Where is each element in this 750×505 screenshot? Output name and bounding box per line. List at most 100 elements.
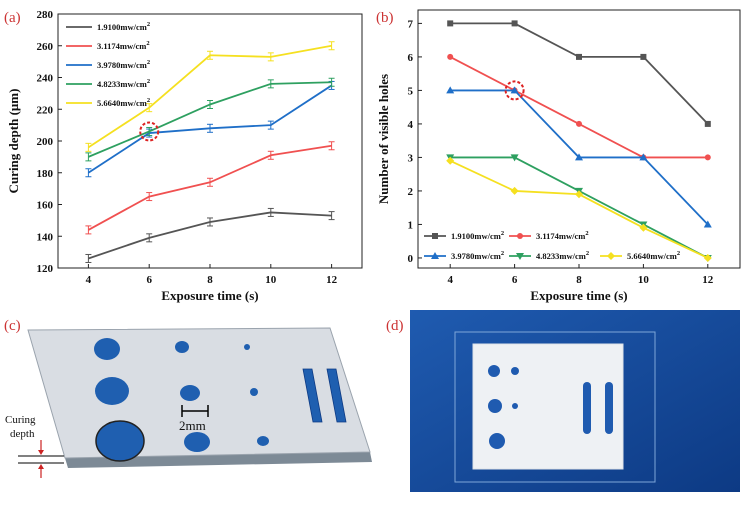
legend-label: 3.1174mw/cm2 (97, 40, 150, 51)
y-tick-label: 220 (37, 104, 54, 116)
data-point (510, 154, 519, 162)
y-tick-label: 7 (408, 18, 414, 30)
x-tick-label: 12 (702, 274, 714, 286)
series-line (450, 22, 709, 125)
data-point (575, 153, 583, 161)
series-line (449, 56, 708, 159)
data-point (575, 190, 583, 199)
y-tick-label: 140 (37, 231, 54, 243)
y-tick-label: 5 (408, 85, 414, 97)
hole-medium-1 (175, 341, 189, 353)
x-tick-label: 8 (207, 274, 213, 286)
hole-large-1 (94, 338, 120, 360)
data-point (576, 53, 582, 60)
panel-c-label: (c) (4, 318, 21, 334)
legend-label: 5.6640mw/cm2 (97, 97, 150, 108)
y-tick-label: 240 (37, 73, 54, 85)
legend-label: 1.9100mw/cm2 (451, 230, 504, 241)
y-tick-label: 0 (408, 253, 414, 265)
legend-label: 1.9100mw/cm2 (97, 21, 150, 32)
data-point (446, 156, 455, 165)
y-tick-label: 4 (408, 119, 414, 131)
curing-depth-label-line1: Curing (5, 414, 36, 426)
sample-hole-2 (511, 367, 519, 375)
legend-label: 4.8233mw/cm2 (536, 250, 589, 261)
hole-large-3 (95, 420, 145, 462)
panel-d-label: (d) (386, 318, 404, 334)
data-point (446, 86, 455, 94)
data-point (703, 220, 712, 228)
x-tick-label: 6 (146, 274, 152, 286)
highlight-circle (139, 121, 160, 142)
legend-marker (607, 252, 615, 260)
glass-slide (454, 331, 656, 483)
x-tick-label: 4 (86, 274, 92, 286)
data-point (511, 20, 518, 27)
data-point (703, 253, 712, 262)
series-line (87, 144, 332, 231)
hole-small-2 (250, 388, 258, 396)
slot-2 (326, 368, 347, 423)
hole-large-2 (95, 377, 129, 405)
data-point (639, 223, 648, 232)
y-tick-label: 180 (37, 168, 54, 180)
hole-small-3 (257, 436, 269, 446)
legend-label: 3.9780mw/cm2 (97, 59, 150, 70)
data-point (704, 154, 711, 161)
slab-side (65, 452, 372, 468)
legend-marker (432, 233, 438, 239)
sample-hole-1 (488, 365, 500, 377)
data-point (510, 86, 519, 94)
legend-label: 4.8233mw/cm2 (97, 78, 150, 89)
highlight-circle (504, 80, 525, 101)
curing-depth-arrow-bottom-head (38, 464, 44, 469)
y-tick-label: 280 (37, 9, 54, 21)
y-tick-label: 120 (37, 263, 54, 275)
series-line (88, 81, 332, 158)
x-tick-label: 6 (512, 274, 518, 286)
data-point (510, 186, 519, 195)
y-tick-label: 160 (37, 200, 54, 212)
sample-hole-4 (512, 403, 518, 409)
slot-1 (302, 368, 323, 423)
scale-bar-label: 2mm (179, 418, 206, 433)
sample-hole-3 (488, 399, 502, 413)
data-point (704, 120, 711, 127)
x-tick-label: 10 (638, 274, 650, 286)
legend: 1.9100mw/cm2 3.1174mw/cm2 3.9780mw/cm2 4.82… (66, 21, 150, 108)
y-tick-label: 3 (408, 152, 414, 164)
legend-marker (431, 252, 439, 259)
data-point (639, 153, 648, 161)
hole-small-1 (244, 344, 250, 350)
sample-slot-1 (583, 382, 591, 434)
y-tick-label: 260 (37, 41, 54, 53)
x-tick-label: 12 (326, 274, 338, 286)
y-tick-label: 200 (37, 136, 54, 148)
legend: 1.9100mw/cm2 3.1174mw/cm2 3.9780mw/cm2 4.82… (424, 230, 680, 261)
slab-illustration: 2mm Curing depth (5, 327, 372, 478)
y-axis-title: Curing depth (μm) (6, 89, 21, 194)
y-axis-title: Number of visible holes (376, 74, 391, 204)
x-axis-title: Exposure time (s) (530, 288, 627, 303)
panel-a-label: (a) (4, 10, 21, 26)
data-point (447, 20, 454, 27)
series-line (450, 156, 709, 259)
x-tick-label: 10 (265, 274, 277, 286)
data-point (640, 53, 647, 60)
hole-medium-3 (184, 432, 210, 452)
plot-frame (417, 9, 741, 269)
hole-medium-2 (180, 385, 200, 401)
y-tick-label: 1 (408, 219, 414, 231)
x-tick-label: 4 (447, 274, 453, 286)
curing-depth-chart: 4 6 8 10 12 120 140 160 180 200 220 240 260 280 Exposu… (6, 9, 363, 303)
sample-hole-5 (489, 433, 505, 449)
curing-depth-arrow-top-head (38, 450, 44, 455)
curing-depth-label-line2: depth (10, 428, 35, 440)
panel-b-label: (b) (376, 10, 394, 26)
legend-label: 3.9780mw/cm2 (451, 250, 504, 261)
legend-label: 5.6640mw/cm2 (627, 250, 680, 261)
y-tick-label: 2 (408, 186, 414, 198)
legend-marker (517, 233, 523, 239)
